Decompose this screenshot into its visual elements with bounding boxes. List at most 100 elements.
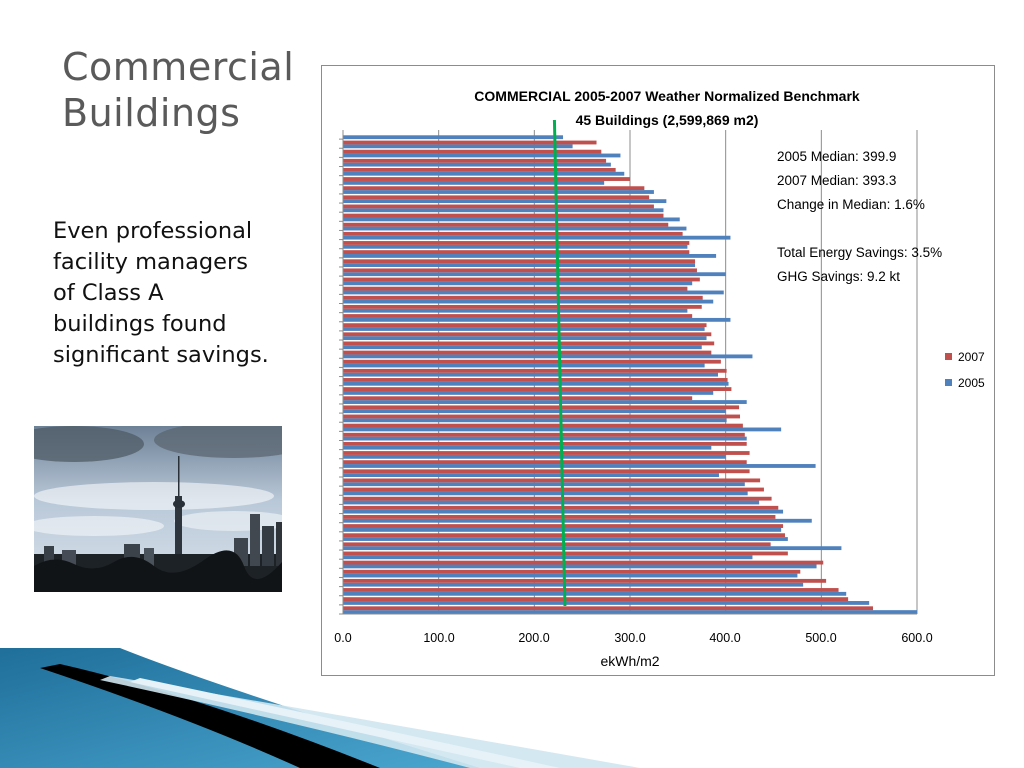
bar-2005 — [343, 464, 816, 468]
title-line-2: Buildings — [62, 91, 241, 135]
bar-2007 — [343, 231, 683, 236]
bar-2007 — [343, 396, 693, 401]
legend: 2007 2005 — [945, 350, 985, 390]
bar-2005 — [343, 336, 707, 341]
bar-2007 — [343, 469, 750, 474]
bar-2007 — [343, 560, 824, 565]
axes — [339, 130, 917, 615]
legend-swatch-2005 — [945, 379, 952, 386]
legend-swatch-2007 — [945, 353, 952, 360]
bar-2007 — [343, 241, 690, 245]
bar-2007 — [343, 515, 776, 519]
xtick-labels: 0.0 100.0 200.0 300.0 400.0 500.0 600.0 — [334, 631, 932, 645]
body-line: buildings found — [53, 311, 227, 337]
xtick-label: 300.0 — [614, 631, 645, 645]
bar-2007 — [343, 149, 602, 154]
bar-2005 — [343, 482, 745, 487]
bar-2005 — [343, 610, 917, 614]
bar-2005 — [343, 390, 714, 395]
bar-2007 — [343, 588, 839, 592]
legend-label-2007: 2007 — [958, 350, 985, 364]
bar-2005 — [343, 582, 804, 587]
bar-2007 — [343, 250, 690, 255]
bar-2007 — [343, 405, 740, 410]
bar-2007 — [343, 606, 873, 611]
xtick-label: 0.0 — [334, 631, 351, 645]
bar-2005 — [343, 180, 605, 185]
bar-2005 — [343, 500, 760, 505]
annotation-ghg-savings: GHG Savings: 9.2 kt — [777, 269, 900, 284]
bar-2007 — [343, 597, 849, 602]
bar-2007 — [343, 414, 741, 419]
annotation-box: 2005 Median: 399.9 2007 Median: 393.3 Ch… — [777, 149, 942, 284]
xtick-label: 500.0 — [805, 631, 836, 645]
bar-2005 — [343, 591, 847, 596]
slide-title: Commercial Buildings — [62, 44, 312, 136]
bar-2005 — [343, 235, 731, 240]
bar-2005 — [343, 537, 788, 541]
bar-2005 — [343, 436, 747, 441]
legend-label-2005: 2005 — [958, 376, 985, 390]
chart-subtitle: 45 Buildings (2,599,869 m2) — [576, 112, 759, 128]
bar-2007 — [343, 359, 721, 364]
bar-2005 — [343, 299, 714, 304]
bar-2007 — [343, 323, 707, 328]
bar-2005 — [343, 573, 798, 578]
xtick-label: 600.0 — [901, 631, 932, 645]
bar-2007 — [343, 551, 788, 556]
body-line: Even professional — [53, 218, 253, 244]
bar-2007 — [343, 441, 747, 446]
bar-2005 — [343, 555, 753, 560]
bar-2005 — [343, 290, 724, 295]
bar-2005 — [343, 272, 726, 277]
bar-2007 — [343, 460, 747, 465]
bar-2005 — [343, 144, 573, 149]
bar-2005 — [343, 445, 712, 450]
bar-2005 — [343, 135, 564, 140]
bar-2007 — [343, 350, 712, 355]
bar-2005 — [343, 491, 748, 496]
skyline-photo — [34, 426, 282, 592]
title-line-1: Commercial — [62, 45, 295, 89]
bar-2007 — [343, 268, 697, 273]
bar-2005 — [343, 308, 688, 313]
bar-2007 — [343, 314, 693, 318]
bar-2007 — [343, 195, 650, 200]
bar-2007 — [343, 177, 630, 181]
bar-2005 — [343, 263, 696, 267]
bar-2007 — [343, 451, 750, 455]
bar-2005 — [343, 327, 705, 331]
bar-2007 — [343, 387, 732, 391]
bar-2007 — [343, 186, 645, 191]
bar-2005 — [343, 199, 667, 204]
bar-2005 — [343, 601, 870, 605]
bar-2007 — [343, 222, 669, 227]
bar-2005 — [343, 363, 705, 368]
bar-2007 — [343, 213, 664, 218]
bar-2005 — [343, 473, 719, 478]
bar-2007 — [343, 578, 827, 583]
body-line: of Class A — [53, 280, 164, 306]
bar-2005 — [343, 409, 726, 414]
benchmark-chart: COMMERCIAL 2005-2007 Weather Normalized … — [334, 88, 985, 669]
annotation-energy-savings: Total Energy Savings: 3.5% — [777, 245, 942, 260]
bar-2005 — [343, 317, 731, 322]
bar-2005 — [343, 226, 687, 231]
bar-2005 — [343, 454, 726, 459]
bar-2005 — [343, 518, 812, 523]
body-line: facility managers — [53, 249, 248, 275]
bar-2005 — [343, 546, 842, 551]
bar-2007 — [343, 542, 771, 547]
annotation-2005-median: 2005 Median: 399.9 — [777, 149, 896, 164]
bar-2005 — [343, 254, 717, 258]
bar-2007 — [343, 158, 607, 163]
bar-2005 — [343, 190, 654, 194]
bar-2007 — [343, 505, 779, 510]
xtick-label: 100.0 — [423, 631, 454, 645]
bar-2005 — [343, 400, 747, 404]
bar-2007 — [343, 140, 597, 145]
bar-2007 — [343, 277, 700, 282]
bar-2007 — [343, 432, 745, 437]
xtick-label: 200.0 — [518, 631, 549, 645]
bar-2007 — [343, 341, 715, 346]
